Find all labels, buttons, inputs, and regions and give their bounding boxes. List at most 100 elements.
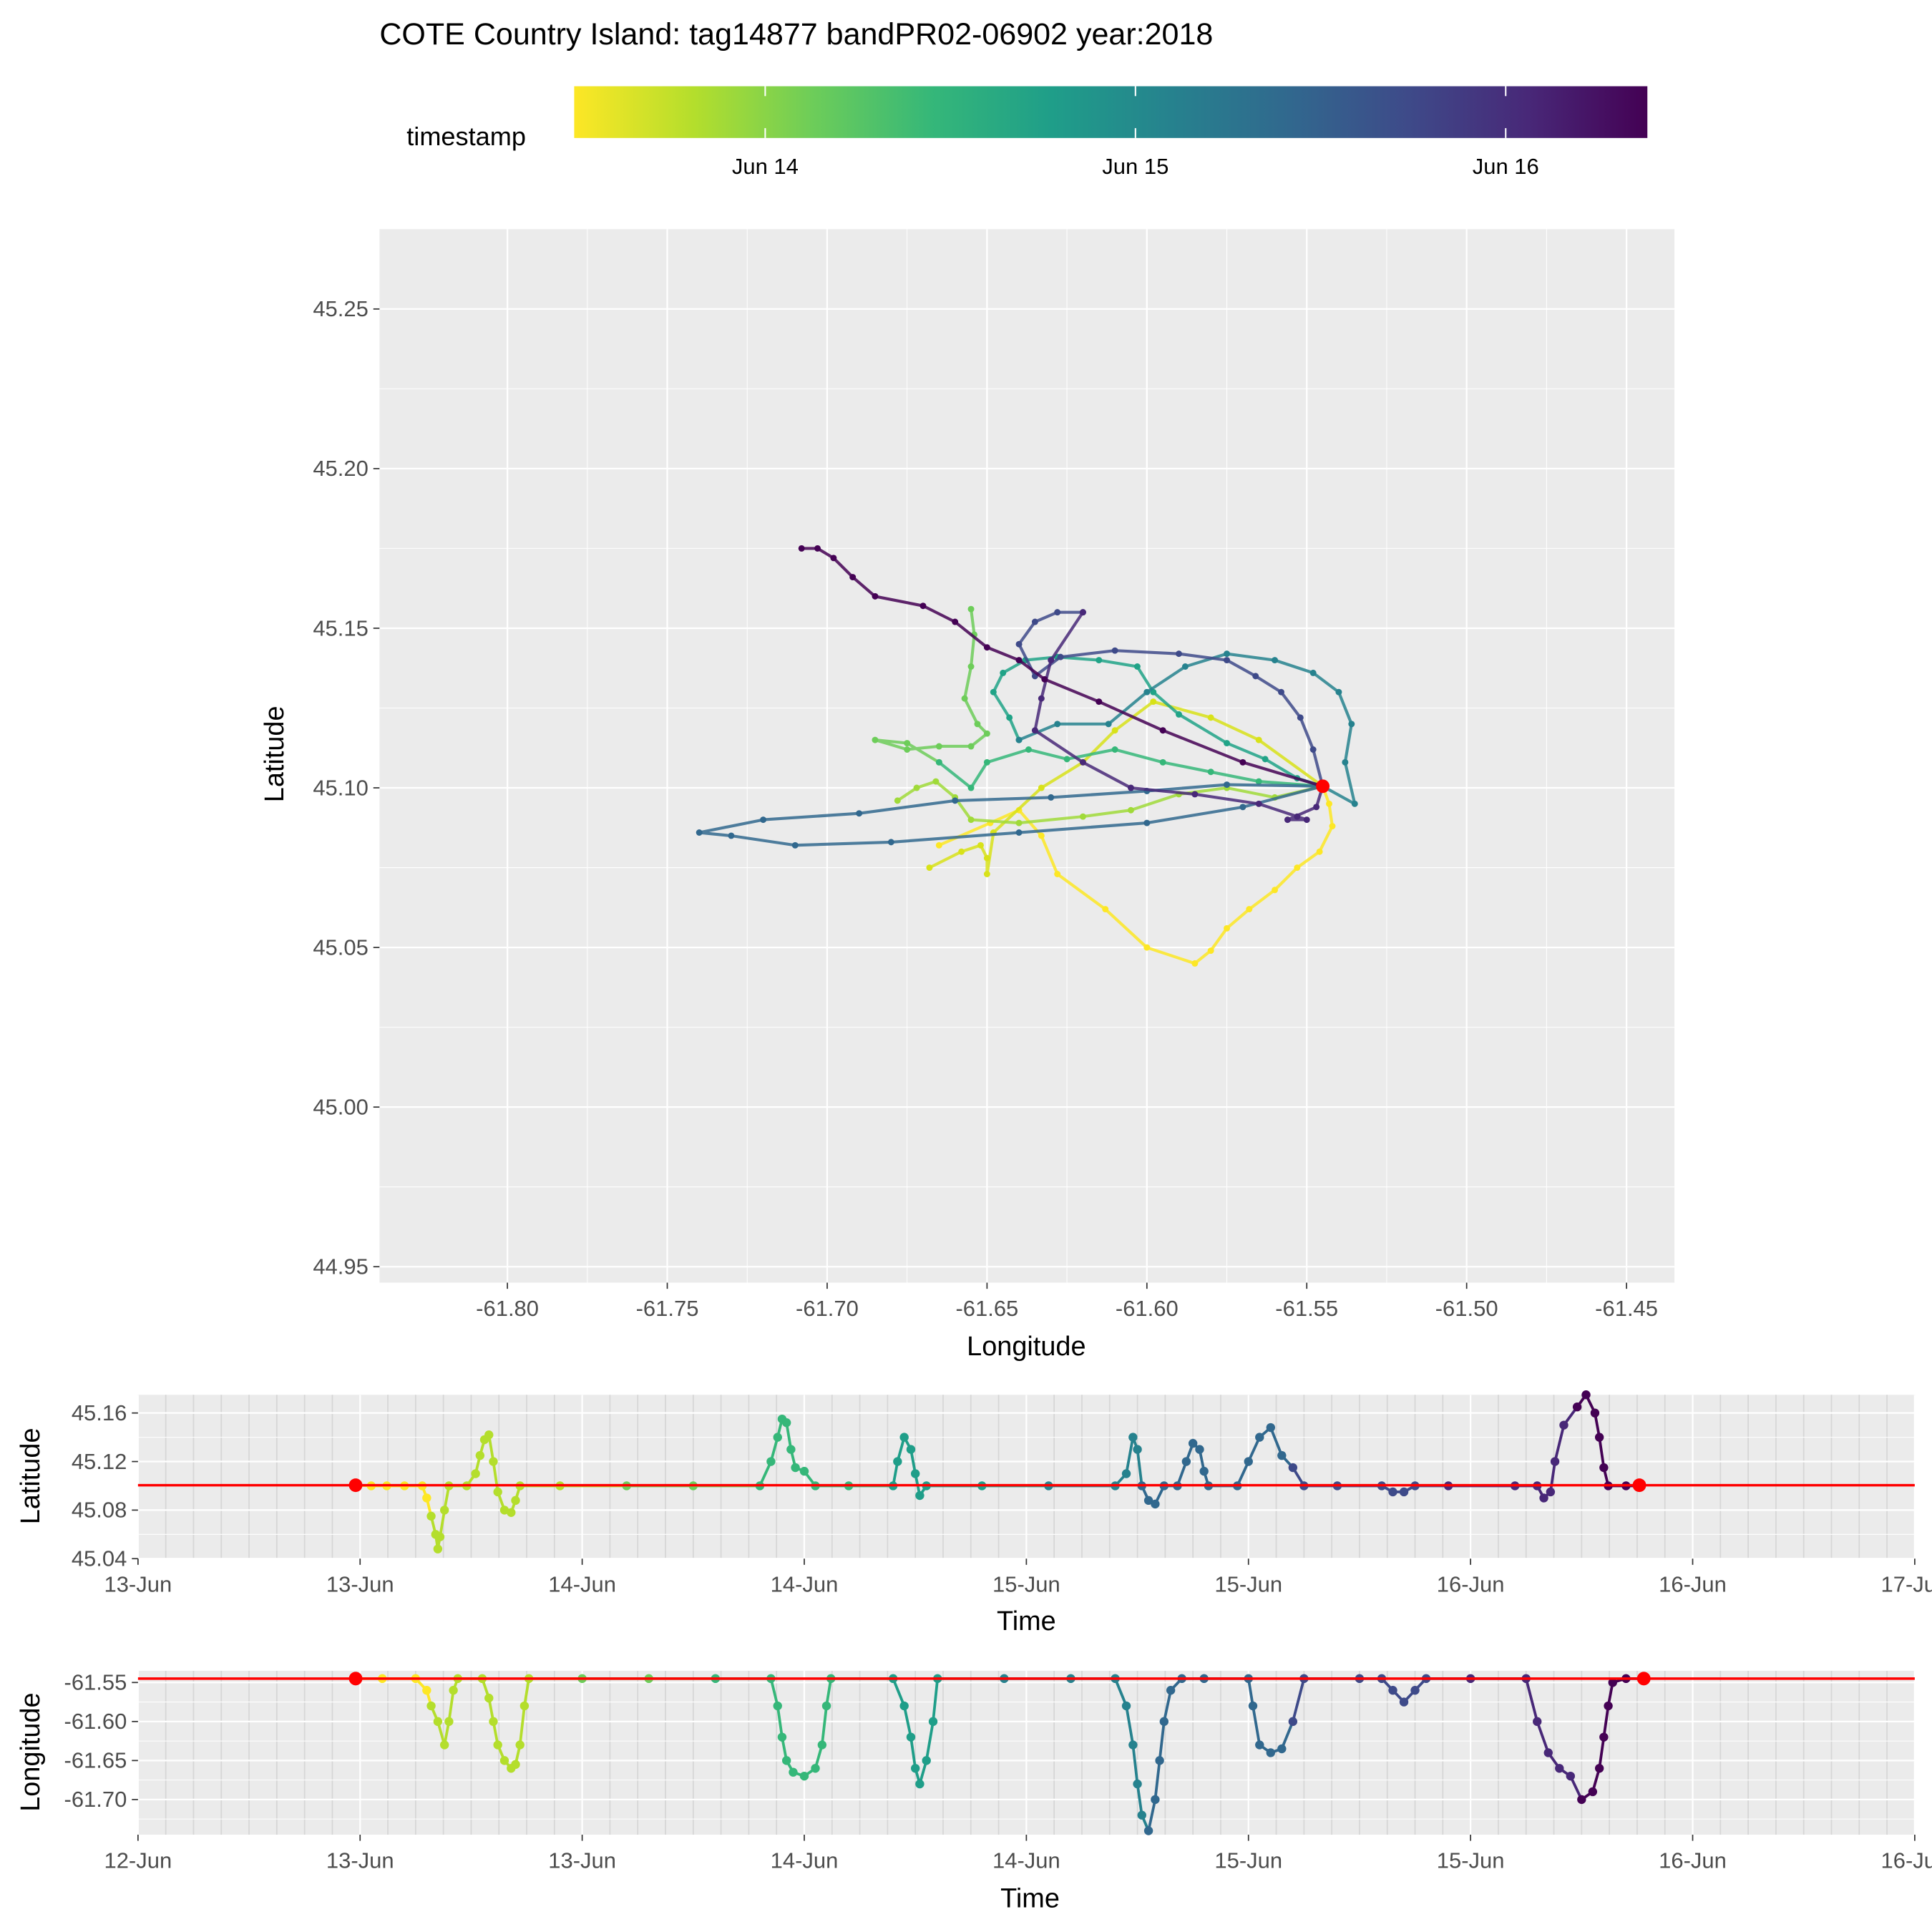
longitude-time-point (439, 1740, 449, 1750)
track-point (1246, 906, 1253, 913)
longitude-time-point (821, 1701, 831, 1711)
latitude-time-point (439, 1506, 449, 1515)
longitude-time-point (493, 1740, 502, 1750)
longitude-time-point (422, 1686, 431, 1695)
longitude-time-point (489, 1717, 498, 1727)
longitude-time-point (1277, 1744, 1287, 1754)
longitude-time-segment (825, 1678, 833, 1707)
latitude-time-segment (492, 1461, 499, 1493)
longitude-time-segment (1524, 1678, 1539, 1722)
longitude-time-point (799, 1771, 809, 1781)
longitude-time-point (1266, 1748, 1275, 1757)
longitude-time-segment (924, 1721, 935, 1761)
latitude-time-point (899, 1433, 909, 1442)
longitude-time-x-tick-label: 13-Jun (548, 1848, 616, 1873)
track-point (958, 848, 965, 855)
track-point (1041, 675, 1048, 683)
latitude-time-point (1133, 1445, 1142, 1454)
map-y-tick-label: 45.15 (313, 615, 369, 640)
map-y-tick-label: 45.05 (313, 935, 369, 960)
longitude-time-point (1155, 1756, 1164, 1765)
map-panel-background (379, 229, 1675, 1283)
latitude-time-point (1546, 1487, 1556, 1497)
track-point (1015, 640, 1023, 648)
latitude-time-point (1121, 1469, 1131, 1478)
longitude-time-point (1248, 1701, 1258, 1711)
map-y-tick-label: 44.95 (313, 1254, 369, 1279)
track-point (1079, 758, 1086, 766)
track-point (926, 864, 933, 872)
track-point (983, 644, 990, 651)
map-grid (379, 229, 1675, 1283)
latitude-time-point (475, 1450, 485, 1460)
track-point (1278, 688, 1284, 696)
latitude-time-segment (1247, 1436, 1261, 1463)
longitude-time-point (928, 1717, 938, 1727)
track-point (696, 829, 703, 836)
latitude-time-panel: 13-Jun 13-Jun 14-Jun 14-Jun 15-Jun 15-Jun 16-J… (16, 1390, 1932, 1636)
track-point (1006, 714, 1013, 721)
longitude-time-segment (518, 1705, 526, 1745)
longitude-time-end-marker (1636, 1672, 1651, 1686)
latitude-time-y-tick-label: 45.08 (72, 1498, 127, 1523)
track-point (1191, 960, 1199, 967)
longitude-time-segment (909, 1737, 917, 1769)
latitude-time-point (422, 1493, 431, 1503)
map-y-tick-label: 45.10 (313, 775, 369, 800)
map-y-tick-label: 45.00 (313, 1094, 369, 1119)
track-point (1096, 657, 1103, 664)
track-point (1239, 804, 1246, 811)
longitude-time-segment (1598, 1737, 1606, 1769)
latitude-time-point (1266, 1423, 1275, 1433)
latitude-time-point (1559, 1420, 1568, 1430)
track-point (1255, 778, 1262, 785)
longitude-time-segment (1602, 1705, 1610, 1737)
track-point (1057, 653, 1064, 660)
track-point (961, 695, 968, 702)
track-point (760, 816, 767, 824)
latitude-time-x-tick-label: 13-Jun (326, 1572, 394, 1597)
latitude-time-point (1199, 1466, 1209, 1476)
map-x-tick-label: -61.70 (796, 1296, 859, 1321)
longitude-time-point (426, 1701, 436, 1711)
longitude-time-segment (1113, 1678, 1128, 1707)
latitude-time-segment (1136, 1449, 1143, 1486)
longitude-time-point (1604, 1701, 1613, 1711)
longitude-time-x-tick-label: 14-Jun (992, 1848, 1060, 1873)
latitude-time-x-tick-label: 14-Jun (771, 1572, 839, 1597)
latitude-time-point (1188, 1438, 1198, 1448)
longitude-time-xlabel: Time (1000, 1884, 1060, 1914)
track-point (1297, 714, 1304, 721)
longitude-time-segment (1153, 1760, 1161, 1800)
track-point (904, 740, 911, 747)
latitude-time-point (489, 1457, 498, 1466)
map-x-tick-label: -61.45 (1595, 1296, 1658, 1321)
colony-marker (1316, 779, 1330, 794)
longitude-time-point (1555, 1764, 1564, 1773)
track-point (1015, 829, 1023, 836)
track-point (1143, 944, 1151, 951)
latitude-time-point (435, 1532, 445, 1541)
track-point (1079, 609, 1086, 616)
track-point (1272, 887, 1279, 894)
longitude-time-point (1410, 1686, 1420, 1695)
track-point (830, 555, 837, 562)
longitude-time-point (1166, 1686, 1176, 1695)
track-point (1294, 813, 1301, 820)
latitude-time-point (1288, 1463, 1298, 1473)
track-point (983, 854, 990, 862)
track-point (967, 663, 975, 670)
track-point (1255, 800, 1262, 807)
map-y-tick-label: 45.20 (313, 456, 369, 481)
latitude-time-point (799, 1466, 809, 1476)
track-point (814, 545, 821, 552)
track-point (952, 797, 959, 804)
track-point (1111, 727, 1118, 734)
latitude-time-y-tick-label: 45.04 (72, 1546, 127, 1571)
longitude-time-point (915, 1779, 924, 1789)
map-x-tick-label: -61.65 (955, 1296, 1018, 1321)
longitude-time-grid (137, 1670, 1916, 1835)
track-point (1224, 781, 1230, 789)
longitude-time-y-tick-label: -61.60 (64, 1709, 127, 1734)
